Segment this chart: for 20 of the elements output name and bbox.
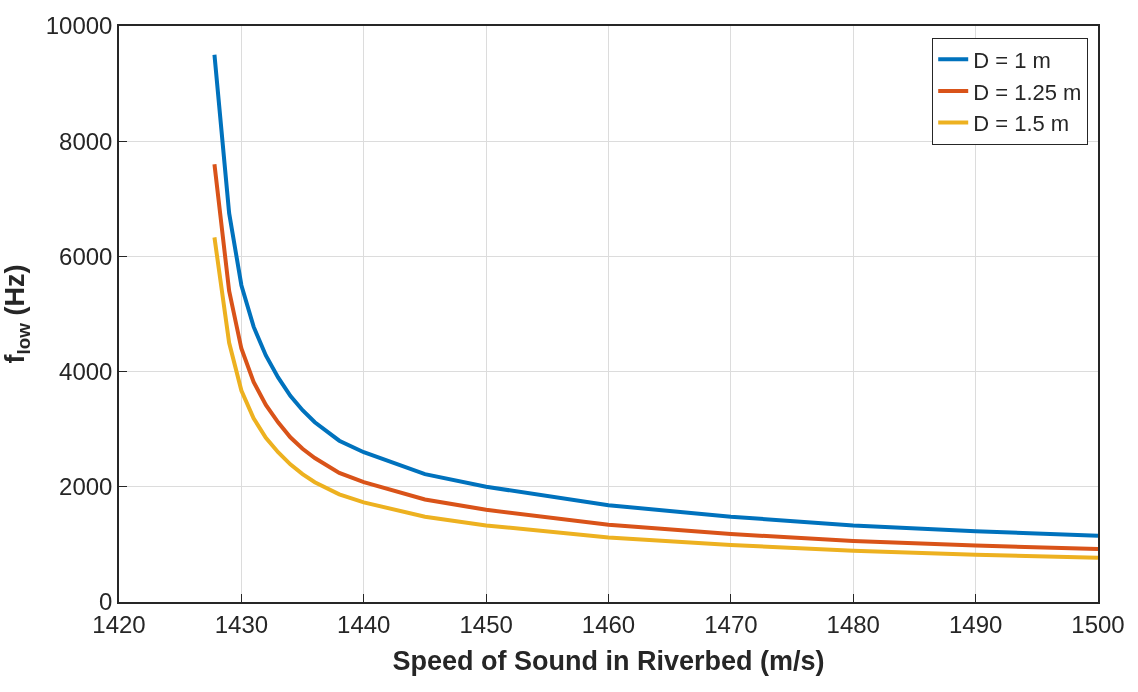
x-tick-label: 1470	[704, 610, 758, 638]
legend-label: D = 1 m	[973, 47, 1051, 73]
y-tick-label: 2000	[59, 473, 113, 501]
x-tick-label: 1480	[826, 610, 880, 638]
y-tick-label: 8000	[59, 127, 113, 155]
x-tick-label: 1460	[581, 610, 636, 638]
line-series	[212, 162, 1098, 552]
x-tick-label: 1490	[948, 610, 1003, 638]
y-tick-label: 6000	[59, 242, 113, 270]
x-tick-label: 1450	[459, 610, 513, 638]
y-tick-label: 4000	[59, 358, 113, 385]
x-tick-label: 1430	[214, 610, 269, 638]
x-tick-label: 1440	[337, 610, 391, 638]
line-series	[212, 52, 1098, 538]
x-axis-title: Speed of Sound in Riverbed (m/s)	[392, 646, 825, 677]
line-series	[212, 235, 1098, 560]
y-tick-label: 10000	[45, 12, 113, 40]
legend-label: D = 1.25 m	[973, 79, 1082, 105]
legend-label: D = 1.5 m	[973, 111, 1070, 137]
x-tick-label: 1500	[1071, 610, 1125, 638]
